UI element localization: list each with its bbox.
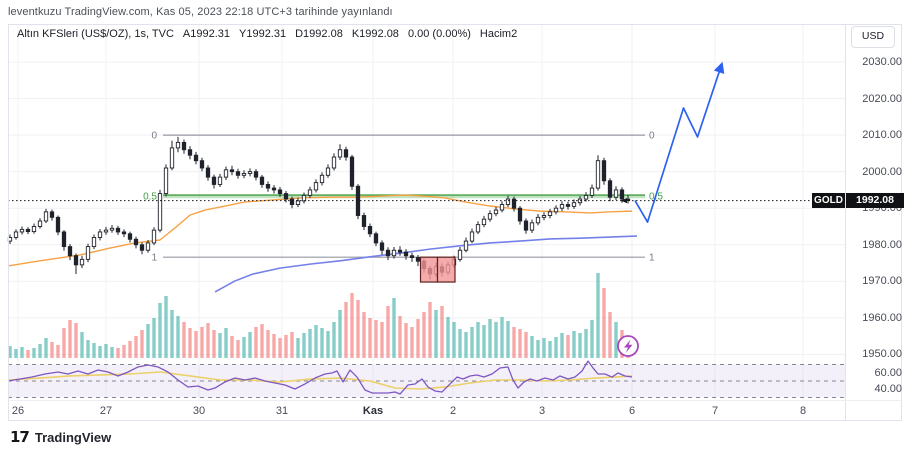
lightning-icon — [617, 335, 639, 357]
time-tick: 27 — [99, 405, 113, 417]
tradingview-logo[interactable]: 17 TradingView — [10, 428, 111, 446]
time-tick: 2 — [449, 405, 457, 417]
legend-item: Y1992.31 — [239, 28, 287, 40]
time-tick: Kas — [362, 405, 384, 417]
legend-item: 0.00 (0.00%) — [407, 28, 471, 40]
last-price-label: 1992.08 — [846, 193, 904, 208]
legend-item: A1992.31 — [182, 28, 230, 40]
fib-level-label: 0.5 — [143, 192, 157, 203]
price-tick: 2020.00 — [862, 92, 902, 105]
chart-legend[interactable]: Altın KFSleri (US$/OZ), 1s, TVC A1992.31 Y… — [17, 28, 517, 40]
grid-layer — [8, 24, 845, 400]
tradingview-logo-text: TradingView — [34, 429, 112, 445]
current-price-line — [8, 197, 845, 204]
time-tick: 6 — [628, 405, 636, 417]
legend-item: Altın KFSleri (US$/OZ), 1s, TVC — [17, 28, 174, 40]
time-tick: 3 — [538, 405, 546, 417]
time-tick: 26 — [11, 405, 25, 417]
legend-item: K1992.08 — [351, 28, 399, 40]
time-axis[interactable]: 26 27 30 31 Kas 2 3 6 7 8 — [8, 400, 846, 420]
rsi-pane — [7, 360, 845, 398]
legend-item: D1992.08 — [295, 28, 343, 40]
price-tick: 2000.00 — [862, 165, 902, 178]
volume-layer — [8, 273, 630, 358]
time-tick: 8 — [799, 405, 807, 417]
symbol-price-tag: GOLD — [812, 193, 845, 208]
time-tick: 31 — [275, 405, 289, 417]
projection-arrow — [634, 61, 725, 223]
price-tick: 1970.00 — [862, 275, 902, 288]
tradingview-logo-icon: 17 — [10, 428, 30, 446]
price-axis[interactable]: 2030.00 2020.00 2010.00 2000.00 1990.00 1980.… — [846, 24, 906, 421]
fib-level-label: 1 — [151, 253, 157, 264]
time-tick: 7 — [711, 405, 719, 417]
ma-blue-line — [214, 235, 638, 293]
chart-frame — [8, 24, 902, 421]
price-tick: 2010.00 — [862, 129, 902, 142]
ma-orange-line — [7, 194, 633, 267]
price-tick: 1980.00 — [862, 238, 902, 251]
attribution-text: leventkuzu TradingView.com, Kas 05, 2023… — [8, 6, 393, 18]
price-tick: 2030.00 — [862, 56, 902, 68]
legend-item: Hacim2 — [479, 28, 518, 40]
rsi-tick: 40.00 — [874, 383, 902, 396]
price-tick: 1960.00 — [862, 311, 902, 324]
price-tick: 1950.00 — [862, 348, 902, 361]
currency-toggle-button[interactable]: USD — [851, 26, 895, 48]
fib-level-label: 0 — [649, 131, 655, 142]
fib-level-label: 0 — [151, 131, 157, 142]
time-tick: 30 — [192, 405, 206, 417]
fib-level-label: 1 — [649, 253, 655, 264]
price-boxes — [419, 256, 456, 283]
rsi-tick: 60.00 — [874, 366, 902, 379]
